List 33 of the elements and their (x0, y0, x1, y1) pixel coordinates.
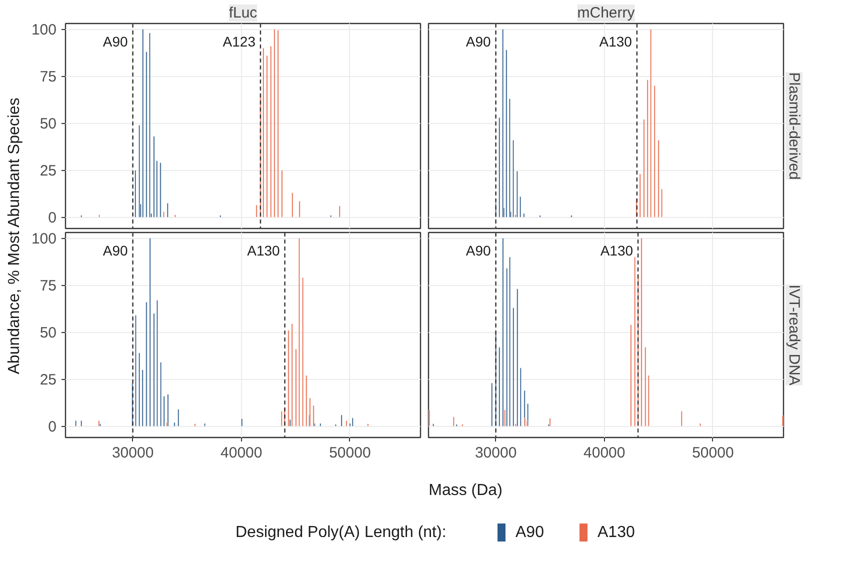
legend-label: A130 (598, 524, 635, 541)
y-tick-label: 100 (31, 22, 57, 39)
y-tick-label: 50 (40, 324, 57, 342)
y-tick-label: 25 (40, 372, 57, 389)
y-tick-label: 100 (31, 230, 57, 248)
x-tick-label: 40000 (584, 444, 626, 462)
y2-axis-title: Plasmid-derived (786, 72, 802, 180)
ref-line-label: A130 (599, 34, 632, 50)
ref-line-label: A130 (600, 242, 634, 258)
y-tick-label: 0 (48, 418, 56, 436)
legend-title: Designed Poly(A) Length (nt): (236, 524, 446, 541)
chart-title: mCherry (577, 4, 636, 22)
legend-label: A90 (516, 524, 544, 541)
x-tick-label: 30000 (474, 444, 517, 462)
ref-line-label: A123 (222, 34, 256, 50)
chart-title: fLuc (228, 4, 258, 22)
y-tick-label: 25 (40, 162, 57, 180)
y-tick-label: 50 (40, 116, 57, 133)
ref-line-label: A90 (466, 242, 492, 258)
ref-line-label: A130 (247, 242, 280, 258)
x-tick-label: 40000 (220, 444, 262, 462)
x-tick-label: 50000 (329, 444, 371, 462)
y-tick-label: 75 (40, 68, 57, 86)
x-tick-label: 50000 (692, 444, 734, 462)
y-axis-title: Abundance, % Most Abundant Species (6, 98, 23, 374)
y-tick-label: 75 (40, 278, 57, 295)
x-axis-title: Mass (Da) (428, 482, 502, 499)
ref-line-label: A90 (466, 34, 492, 50)
y2-axis-title: IVT-ready DNA (786, 284, 802, 386)
ref-line-label: A90 (102, 34, 128, 50)
x-tick-label: 30000 (112, 444, 154, 462)
ref-line-label: A90 (102, 242, 128, 258)
y-tick-label: 0 (48, 210, 56, 227)
